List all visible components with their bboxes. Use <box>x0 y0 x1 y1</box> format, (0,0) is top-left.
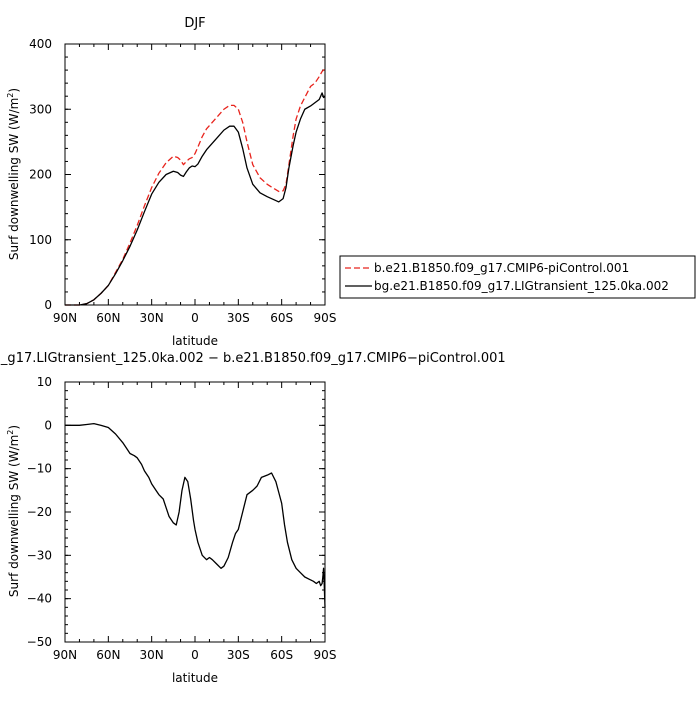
top-x-tick-label: 30N <box>140 311 164 325</box>
top-panel: DJF Surf downwelling SW (W/m2) latitude … <box>6 16 336 348</box>
bottom-x-tick-label: 60S <box>270 648 293 662</box>
bottom-series-lines <box>65 422 326 608</box>
top-x-tick-label: 0 <box>191 311 199 325</box>
top-series-line-1 <box>65 92 326 306</box>
legend-label-lig: bg.e21.B1850.f09_g17.LIGtransient_125.0k… <box>374 279 669 293</box>
bottom-y-tick-label: −10 <box>27 462 52 476</box>
bottom-x-tick-label: 60N <box>96 648 120 662</box>
bottom-x-tick-label: 30N <box>140 648 164 662</box>
bottom-x-axis-label: latitude <box>172 671 218 685</box>
bottom-y-tick-label: −30 <box>27 548 52 562</box>
top-x-tick-label: 90N <box>53 311 77 325</box>
bottom-panel: bg.e21.B1850.f09_g17.LIGtransient_125.0k… <box>0 351 506 685</box>
top-series-line-0 <box>65 68 326 306</box>
bottom-y-axis-label: Surf downwelling SW (W/m2) <box>6 425 21 597</box>
top-y-tick-label: 400 <box>29 37 52 51</box>
bottom-y-tick-label: 10 <box>37 375 52 389</box>
legend-label-control: b.e21.B1850.f09_g17.CMIP6-piControl.001 <box>374 261 629 275</box>
bottom-y-tick-label: 0 <box>44 418 52 432</box>
bottom-x-tick-label: 0 <box>191 648 199 662</box>
legend-box <box>339 255 696 299</box>
top-x-tick-label: 60S <box>270 311 293 325</box>
top-y-tick-label: 300 <box>29 102 52 116</box>
bottom-chart-title: bg.e21.B1850.f09_g17.LIGtransient_125.0k… <box>0 351 506 366</box>
bottom-plot-frame <box>64 381 326 643</box>
top-y-tick-label: 0 <box>44 298 52 312</box>
bottom-y-tick-label: −50 <box>27 635 52 649</box>
bottom-y-tick-label: −20 <box>27 505 52 519</box>
top-series-lines <box>65 68 326 306</box>
bottom-x-tick-label: 90S <box>314 648 337 662</box>
top-x-tick-label: 30S <box>227 311 250 325</box>
bottom-y-tick-label: −40 <box>27 592 52 606</box>
top-x-tick-label: 60N <box>96 311 120 325</box>
top-chart-title: DJF <box>184 16 205 31</box>
top-plot-frame <box>64 43 326 306</box>
top-y-axis-label: Surf downwelling SW (W/m2) <box>6 88 21 260</box>
bottom-x-tick-label: 90N <box>53 648 77 662</box>
bottom-axis-ticks: 90N 60N 30N 0 30S 60S 90S −50 −40 −30 −20 −10 0 10 <box>27 375 337 662</box>
top-x-axis-label: latitude <box>172 334 218 348</box>
bottom-series-line-0 <box>65 422 326 608</box>
top-y-tick-label: 200 <box>29 168 52 182</box>
bottom-x-tick-label: 30S <box>227 648 250 662</box>
legend: b.e21.B1850.f09_g17.CMIP6-piControl.001 … <box>339 255 696 299</box>
top-y-tick-label: 100 <box>29 233 52 247</box>
top-x-tick-label: 90S <box>314 311 337 325</box>
top-axis-ticks: 90N 60N 30N 0 30S 60S 90S 0 100 200 300 400 <box>29 37 336 325</box>
